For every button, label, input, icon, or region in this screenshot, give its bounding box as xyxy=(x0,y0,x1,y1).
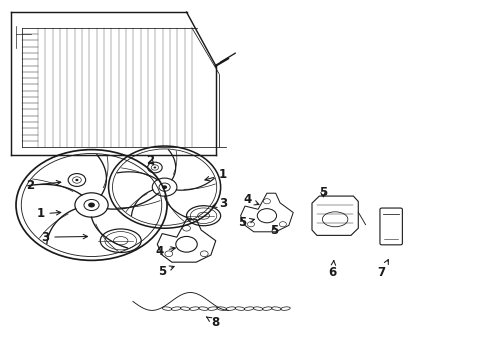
Text: 5: 5 xyxy=(319,186,327,199)
Text: 7: 7 xyxy=(377,260,389,279)
Circle shape xyxy=(88,203,95,207)
Text: 5: 5 xyxy=(270,224,278,237)
Text: 2: 2 xyxy=(146,154,154,167)
Text: 1: 1 xyxy=(36,207,61,220)
Text: 2: 2 xyxy=(26,179,61,192)
Text: 4: 4 xyxy=(244,193,259,206)
Circle shape xyxy=(75,179,78,181)
Text: 3: 3 xyxy=(41,231,88,244)
Circle shape xyxy=(153,167,156,168)
Text: 1: 1 xyxy=(205,168,227,181)
Text: 6: 6 xyxy=(329,261,337,279)
Text: 3: 3 xyxy=(212,197,227,210)
Text: 5: 5 xyxy=(158,265,174,278)
Text: 4: 4 xyxy=(156,245,175,258)
Circle shape xyxy=(162,185,167,189)
Text: 5: 5 xyxy=(239,216,254,229)
Text: 8: 8 xyxy=(206,316,220,329)
